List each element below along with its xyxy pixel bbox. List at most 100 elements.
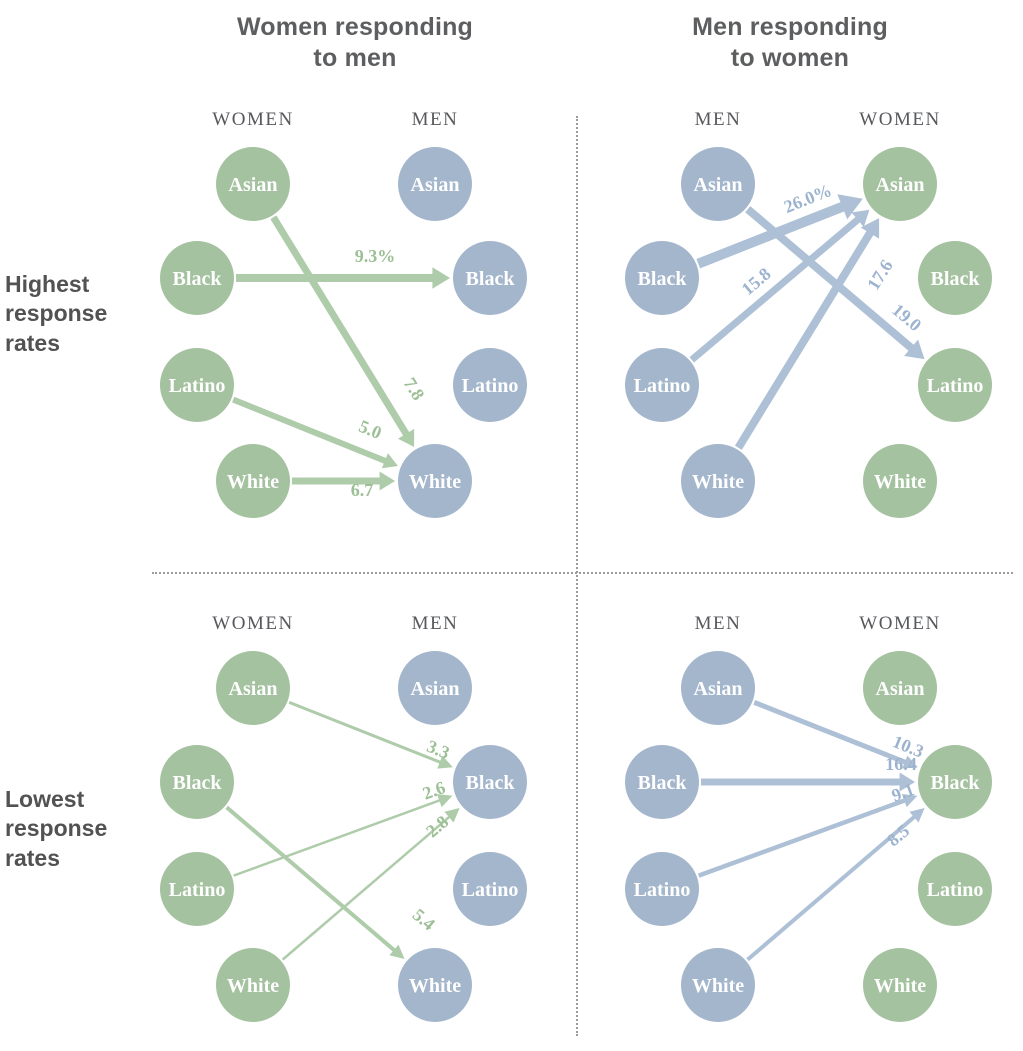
flow-arrow-head <box>860 218 880 239</box>
node-label: White <box>692 471 744 493</box>
node-label: Asian <box>411 678 460 700</box>
node-women-white <box>216 948 290 1022</box>
node-label: Black <box>638 772 688 794</box>
flow-arrow-line <box>745 206 916 353</box>
node-women-black <box>918 241 992 315</box>
node-men-asian <box>398 147 472 221</box>
flow-arrow-head <box>899 772 915 792</box>
flow-arrow-head <box>436 793 453 808</box>
flow-arrow-line <box>233 798 442 877</box>
flow-arrow-head <box>381 453 398 469</box>
flow-arrow-line <box>746 814 917 962</box>
node-women-latino <box>918 348 992 422</box>
node-women-asian <box>216 147 290 221</box>
node-men-latino <box>453 852 527 926</box>
horizontal-divider <box>152 572 1013 574</box>
arrow-value-label: 5.0 <box>356 416 384 443</box>
arrow-value-label: 9.3% <box>355 246 396 266</box>
column-header-women: WOMEN <box>212 613 293 634</box>
row-label-highest-response-rates: Highest response rates <box>5 271 108 356</box>
node-label: Asian <box>229 678 278 700</box>
node-label: Asian <box>694 678 743 700</box>
node-label: Latino <box>169 375 226 397</box>
flow-arrow-line <box>288 700 443 765</box>
quadrant-men-to-women-lowest: MEN WOMEN Asian Asian Black Black Latino Latino… <box>625 613 992 1022</box>
node-women-latino <box>918 852 992 926</box>
node-label: Asian <box>411 174 460 196</box>
node-women-black <box>160 745 234 819</box>
flow-arrow-line <box>270 215 411 438</box>
flow-arrow-line <box>753 700 908 766</box>
node-label: Latino <box>927 375 984 397</box>
node-men-white <box>681 948 755 1022</box>
node-men-asian <box>398 651 472 725</box>
flow-arrow-line <box>697 797 907 878</box>
flow-arrow-head <box>837 194 863 220</box>
column-title-line: to men <box>313 43 397 72</box>
node-label: White <box>409 471 461 493</box>
column-title-line: Women responding <box>236 13 474 41</box>
flow-arrow-line <box>734 229 875 450</box>
arrow-value-label: 5.4 <box>409 905 439 935</box>
node-men-white <box>398 948 472 1022</box>
node-label: Black <box>466 772 516 794</box>
column-header-men: MEN <box>695 109 742 130</box>
flow-arrow-line <box>225 805 397 953</box>
node-men-latino <box>453 348 527 422</box>
column-header-men: MEN <box>695 613 742 634</box>
node-label: White <box>874 975 926 997</box>
node-label: Latino <box>462 375 519 397</box>
arrow-value-label: 8.5 <box>883 821 913 851</box>
node-label: White <box>692 975 744 997</box>
node-men-asian <box>681 147 755 221</box>
quadrant-men-to-women-highest: MEN WOMEN Asian Asian Black Black Latino Latino… <box>625 109 992 518</box>
column-header-women: WOMEN <box>859 109 940 130</box>
column-title-line: Men responding <box>692 13 888 41</box>
column-title-women-responding: Women responding to men <box>230 12 480 73</box>
node-men-latino <box>625 852 699 926</box>
node-label: Black <box>466 268 516 290</box>
flow-arrow-head <box>851 209 870 227</box>
node-label: Latino <box>634 879 691 901</box>
column-header-women: WOMEN <box>212 109 293 130</box>
node-label: Asian <box>694 174 743 196</box>
column-title-men-responding: Men responding to women <box>665 12 915 73</box>
node-women-black <box>160 241 234 315</box>
node-men-black <box>453 745 527 819</box>
flow-arrow-head <box>909 808 925 823</box>
node-label: Black <box>638 268 688 290</box>
column-header-women: WOMEN <box>859 613 940 634</box>
flow-arrow-head <box>432 267 450 289</box>
node-men-black <box>453 241 527 315</box>
node-women-asian <box>216 651 290 725</box>
arrow-value-label: 17.6 <box>863 256 897 293</box>
node-label: Latino <box>169 879 226 901</box>
flow-arrow-line <box>696 201 847 269</box>
node-men-asian <box>681 651 755 725</box>
flow-arrow-line <box>281 814 452 961</box>
node-label: White <box>227 975 279 997</box>
flow-arrow-head <box>379 471 395 491</box>
node-women-white <box>216 444 290 518</box>
node-women-black <box>918 745 992 819</box>
node-men-white <box>398 444 472 518</box>
quadrant-women-to-men-lowest: WOMEN MEN Asian Asian Black Black Latino Latino… <box>160 613 527 1022</box>
flow-arrow-head <box>397 428 415 447</box>
node-label: Asian <box>876 174 925 196</box>
flow-arrow-head <box>902 755 918 769</box>
node-men-latino <box>625 348 699 422</box>
node-label: Asian <box>876 678 925 700</box>
flow-arrow-head <box>444 808 460 823</box>
node-label: Black <box>173 772 223 794</box>
flow-arrow-head <box>904 339 925 360</box>
node-label: Latino <box>927 879 984 901</box>
node-label: Asian <box>229 174 278 196</box>
column-title-line: to women <box>730 43 850 72</box>
node-label: Black <box>173 268 223 290</box>
flow-arrow-head <box>901 793 918 808</box>
node-label: White <box>409 975 461 997</box>
column-header-men: MEN <box>412 613 459 634</box>
flow-arrow-line <box>232 396 388 465</box>
